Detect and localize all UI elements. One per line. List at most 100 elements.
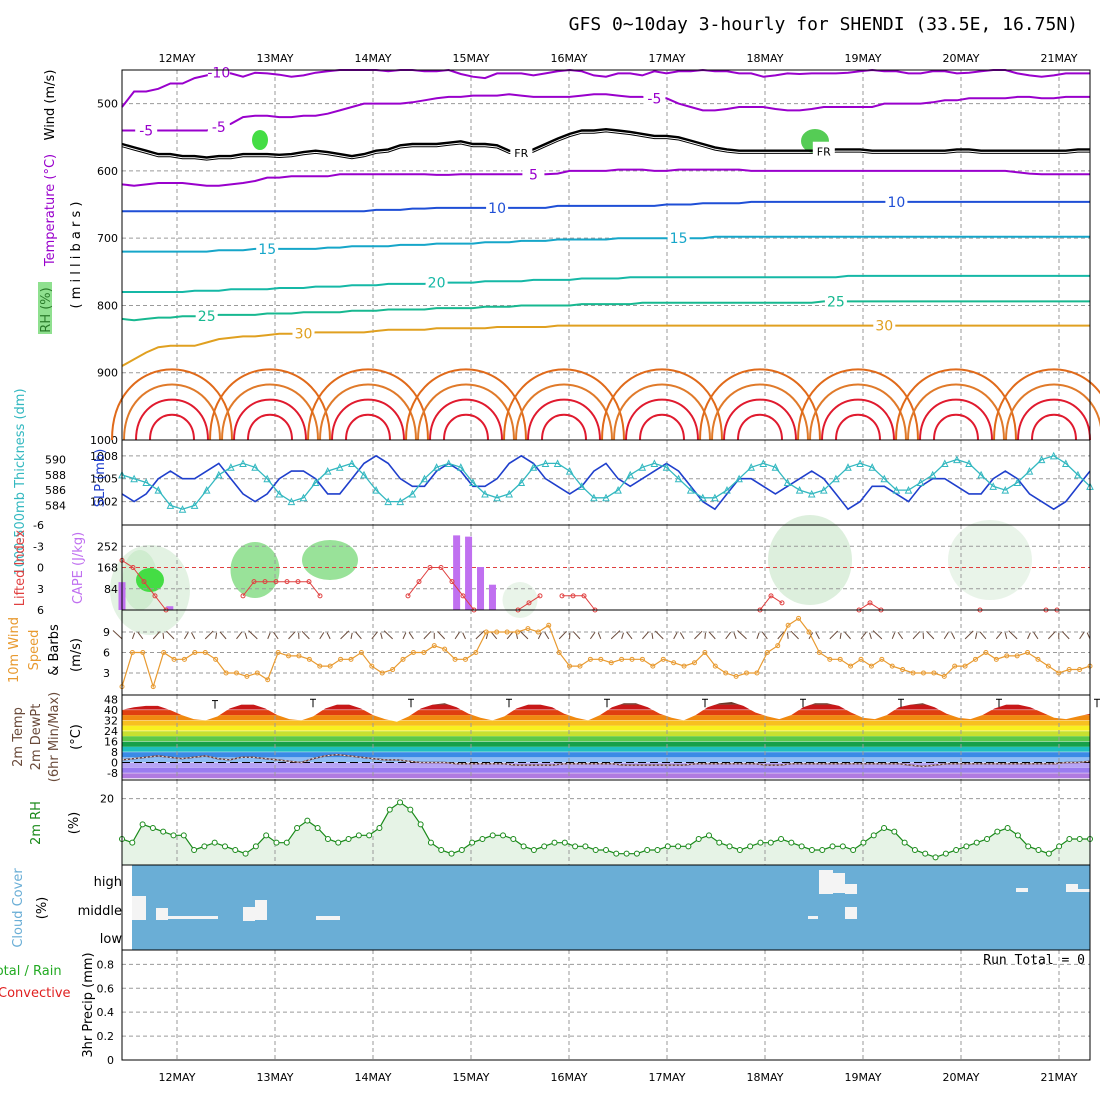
lifted-index-marker [317,593,323,599]
rh-marker [232,847,239,853]
precip-tick: 0.4 [97,1006,115,1019]
isotherm-line [122,93,1090,132]
wind-barb [248,630,258,640]
thickness-marker [783,478,792,486]
wind-speed-marker [983,650,989,655]
wind-speed-marker [900,667,906,673]
wind-barb [437,631,446,640]
date-label-top: 12MAY [159,52,196,65]
rh-marker [963,843,970,850]
temp-tick: 24 [104,725,118,738]
rh-marker [252,843,259,850]
wind-speed-marker [442,646,448,652]
rh-marker [860,839,867,846]
precip-unit-label: 3hr Precip (mm) [81,952,96,1057]
wind-speed-marker [608,660,614,666]
wind-speed-marker [775,643,781,649]
wind-speed-marker [306,656,312,662]
wind-unit-label: (m/s) [69,638,84,672]
slp-tick: 1005 [90,473,118,486]
thickness-marker [1074,470,1082,479]
rh-marker [901,839,908,846]
rh-marker [530,847,537,853]
wind-barb [340,630,350,640]
wind-speed-marker [920,670,926,676]
wind-speed-marker [525,626,531,632]
rh-marker [654,847,661,853]
rh-marker [829,843,836,850]
wind-speed-marker [629,656,635,662]
slp-line [121,454,1091,511]
thickness-marker [892,486,901,494]
boundary-layer-contour [443,413,489,441]
temp-band [122,746,1090,752]
rh-marker [623,850,630,857]
wind-barb [131,632,136,640]
rh-marker [500,832,507,839]
wind-barb [790,630,799,640]
wind-barb [651,632,654,639]
rh-marker [850,847,857,853]
lifted-index-line [858,602,882,611]
temp-tick: 0 [111,757,118,770]
slp-axis-label: SLP (mb) [93,449,108,508]
temp-tick: 32 [104,714,118,727]
lifted-index-marker [460,593,466,599]
rh-marker [273,839,280,846]
wind-barb [326,632,331,640]
wind-speed-marker [952,663,958,669]
wind-speed-marker [535,629,541,635]
wind-speed-marker [1025,650,1031,655]
wind-speed-marker [265,677,271,683]
wind-speed-marker [962,663,968,669]
cloud-block [845,884,857,894]
wind-barb [506,631,514,640]
thickness-axis-label: 1000-500mb Thickness (dm) [13,388,28,575]
cloud-block [1066,884,1078,892]
wind-axis-label: 10m Wind [7,617,22,683]
rh-marker [747,843,754,850]
wind-barb [704,632,707,639]
wind-axis-label: Speed [27,630,42,671]
cloud-level-label: low [100,932,123,947]
isotherm-label-bg [522,165,545,182]
thickness-marker [832,474,840,483]
pressure-tick: 800 [97,299,118,312]
thickness-marker [1013,478,1022,486]
thickness-marker [420,474,429,483]
isotherm-label: -10 [207,66,230,82]
wind-barb [975,632,978,639]
thickness-marker [723,486,731,494]
cloud-panel: high middle low Cloud Cover (%) [11,864,1091,951]
wind-barb [943,632,949,640]
wind-speed-marker [941,673,947,679]
rh-marker [695,836,702,842]
wind-barb [897,631,904,640]
rh-marker [510,836,517,842]
wind-barb [204,630,214,640]
temp-bands [122,702,1090,779]
thickness-marker [481,489,489,498]
thickness-marker [928,470,937,479]
thickness-marker [577,482,586,490]
thickness-marker [698,493,707,502]
thickness-marker [614,486,622,494]
wind-barb [912,631,921,640]
rh-marker [283,839,290,846]
wind-barb [1033,632,1039,640]
wind-barb [558,630,567,640]
wind-speed-marker [400,656,406,662]
rh-marker [994,828,1001,835]
thickness-marker [735,474,743,483]
isotherm-label-bg [256,239,279,256]
cloud-block [819,870,833,894]
isotherm-label-bg [135,121,158,138]
boundary-layer-contour [907,383,1005,441]
isotherm-label: -5 [647,91,661,107]
thickness-tick: 588 [45,469,66,482]
wind-speed-marker [837,656,843,662]
chart-title: GFS 0~10day 3-hourly for SHENDI (33.5E, … [569,14,1078,35]
rh-marker [984,836,991,842]
rh-marker [427,839,434,846]
wind-speed-marker [546,622,552,628]
